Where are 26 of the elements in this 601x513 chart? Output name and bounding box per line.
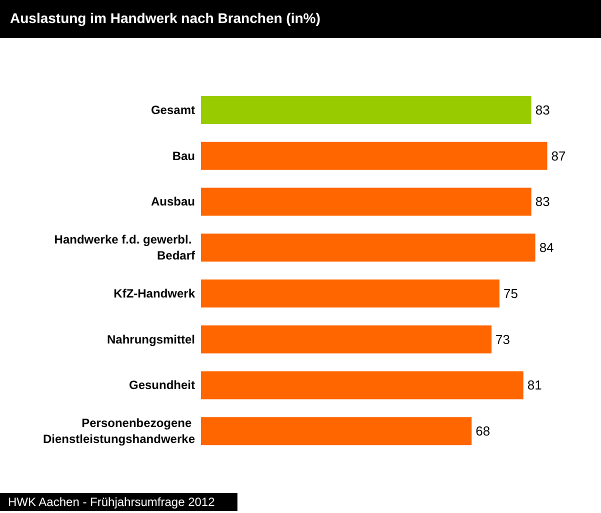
y-tick-label: Personenbezogene Dienstleistungshandwerke (42, 416, 196, 446)
y-tick-label: Gesamt (150, 102, 195, 117)
bar (201, 325, 492, 354)
bar (201, 371, 524, 400)
y-tick-label: Gesundheit (128, 378, 195, 392)
y-tick-label: Nahrungsmittel (106, 332, 195, 346)
data-label: 75 (504, 286, 518, 301)
data-label: 83 (535, 194, 550, 210)
bar (201, 417, 472, 446)
data-label: 81 (527, 378, 542, 393)
data-label: 87 (551, 148, 566, 164)
data-label: 84 (539, 240, 554, 256)
data-label: 83 (535, 102, 550, 118)
y-tick-label: Handwerke f.d. gewerbl. Bedarf (54, 232, 196, 263)
bar (201, 279, 500, 308)
bar (201, 188, 532, 216)
y-tick-label: Ausbau (150, 194, 195, 209)
data-label: 73 (496, 332, 510, 347)
bar (201, 96, 532, 124)
text: HWK Aachen - Frühjahrsumfrage 2012 (8, 495, 216, 509)
y-tick-label: KfZ-Handwerk (114, 286, 196, 300)
bar (201, 142, 548, 170)
chart-title: Auslastung im Handwerk nach Branchen (in%) (10, 10, 320, 26)
data-label: 68 (476, 424, 490, 439)
bar (201, 234, 536, 262)
y-tick-label: Bau (172, 148, 195, 163)
